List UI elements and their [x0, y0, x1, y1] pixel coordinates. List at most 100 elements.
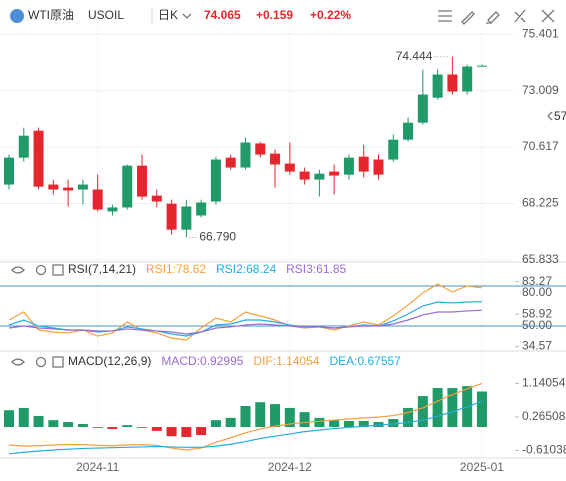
candle-body	[358, 156, 369, 172]
x-tick-label: 2024-11	[76, 460, 119, 474]
macd-bar	[151, 427, 162, 431]
macd-bar	[48, 420, 59, 428]
candle-body	[33, 130, 44, 187]
legend-entry: RSI3:61.85	[286, 262, 346, 276]
candle-body	[403, 122, 414, 140]
y-tick-label: 0.26508	[522, 409, 566, 423]
legend-entry: RSI1:78.62	[146, 262, 206, 276]
macd-bar	[314, 417, 325, 428]
candle-body	[151, 195, 162, 202]
macd-bar	[4, 410, 14, 428]
macd-bar	[33, 415, 44, 428]
annotation-label: 66.790	[199, 230, 236, 244]
candle-body	[48, 184, 59, 190]
tool-lines[interactable]	[438, 10, 452, 22]
candle-body	[329, 171, 340, 176]
macd-bar	[417, 396, 428, 428]
tool-eraser[interactable]	[486, 11, 500, 24]
x-tick-label: 2025-01	[460, 460, 504, 474]
candle-body	[432, 74, 443, 98]
candle-body	[343, 157, 354, 175]
macd-bar	[270, 404, 281, 428]
panel-icon[interactable]	[52, 264, 64, 276]
macd-bar	[299, 412, 310, 428]
price-change: +0.159	[256, 8, 293, 22]
period[interactable]: 日K	[158, 8, 178, 22]
tool-pen[interactable]	[461, 11, 475, 25]
candle-body	[166, 203, 177, 230]
candle-body	[447, 74, 458, 92]
y-tick-label: 75.401	[522, 26, 559, 40]
badge-text: 57	[554, 109, 566, 123]
macd-bar	[343, 420, 354, 428]
gear-icon[interactable]	[35, 264, 47, 276]
candle-body	[210, 159, 221, 202]
y-tick-label: 73.009	[522, 83, 559, 97]
macd-bar	[284, 407, 295, 428]
candle-body	[137, 165, 148, 197]
badge-arrow	[547, 111, 553, 121]
legend-entry: MACD:0.92995	[161, 354, 243, 368]
indicator-title: RSI(7,14,21)	[68, 262, 136, 276]
tool-close[interactable]	[541, 9, 555, 23]
price-change-pct: +0.22%	[310, 8, 351, 22]
indicator-line	[8, 309, 482, 335]
candle-body	[417, 94, 428, 123]
macd-bar	[63, 422, 74, 428]
candle-body	[373, 159, 384, 175]
toolbar	[438, 9, 555, 25]
macd-bar	[181, 427, 192, 437]
candle-body	[107, 207, 118, 212]
macd-icons	[11, 356, 64, 368]
candle-body	[181, 206, 192, 230]
macd-bar	[18, 407, 29, 428]
legend-entry: DIF:1.14054	[253, 354, 319, 368]
panel-icon[interactable]	[52, 356, 64, 368]
macd-bar	[403, 407, 414, 428]
candle-body	[240, 142, 251, 168]
macd-bar	[107, 427, 118, 429]
macd-bar	[329, 420, 340, 428]
candle-body	[314, 173, 325, 180]
y-tick-label: 1.14054	[522, 376, 566, 390]
gear-icon[interactable]	[35, 356, 47, 368]
y-tick-label: -0.61038	[522, 443, 566, 457]
macd-bar	[358, 420, 369, 428]
candle-body	[388, 139, 399, 160]
macd-bar	[122, 425, 133, 428]
macd-bar	[166, 427, 177, 437]
candle-body	[18, 135, 29, 158]
dropdown-arrow[interactable]	[182, 13, 192, 19]
legend-entry: DEA:0.67557	[329, 354, 401, 368]
macd-bar	[196, 427, 207, 436]
annotation-label: 74.444	[396, 49, 433, 63]
candle-body	[284, 163, 295, 172]
legend-entry: RSI2:68.24	[216, 262, 276, 276]
tool-fullscreen[interactable]	[514, 9, 526, 23]
eye-icon[interactable]	[11, 266, 25, 274]
y-tick-label: 58.92	[522, 306, 552, 320]
macd-bar	[447, 388, 458, 428]
macd-bar	[210, 420, 221, 428]
macd-bar	[476, 391, 487, 428]
side-badge[interactable]: 57	[547, 109, 566, 123]
y-tick-label: 83.27	[522, 274, 552, 288]
symbol: USOIL	[88, 8, 124, 22]
last-price: 74.065	[204, 8, 241, 22]
candle-body	[270, 153, 281, 165]
rsi-icons	[11, 264, 64, 276]
candle-body	[92, 189, 103, 210]
y-tick-label: 34.57	[522, 339, 552, 353]
y-tick-label: 65.833	[522, 252, 559, 266]
macd-bar	[240, 406, 251, 428]
symbol-icon	[10, 9, 24, 23]
header: WTI原油 USOIL 日K 74.065 +0.159 +0.22%	[10, 8, 555, 25]
candle-body	[225, 157, 236, 168]
y-tick-label: 68.225	[522, 196, 559, 210]
y-tick-label: 80.00	[522, 285, 552, 299]
macd-bar	[77, 423, 88, 428]
eye-icon[interactable]	[11, 358, 25, 366]
x-tick-label: 2024-12	[268, 460, 312, 474]
macd-bar	[92, 427, 103, 428]
